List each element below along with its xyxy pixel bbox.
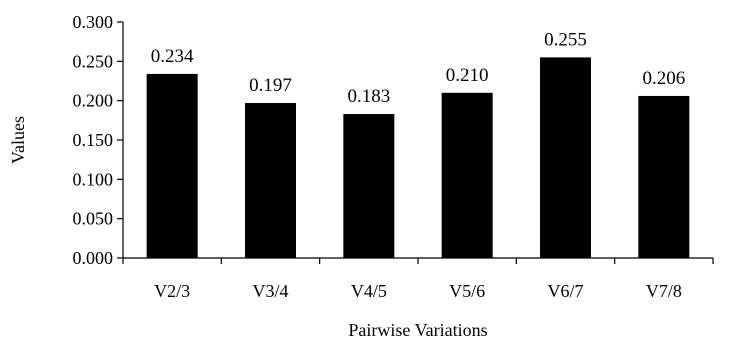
bar bbox=[441, 92, 493, 258]
y-tick-label: 0.250 bbox=[73, 51, 114, 71]
y-tick-label: 0.100 bbox=[73, 169, 114, 189]
bar bbox=[343, 114, 395, 258]
data-labels: 0.234 0.197 0.183 0.210 0.255 0.206 bbox=[151, 29, 685, 107]
x-tick-label: V2/3 bbox=[154, 281, 190, 301]
x-axis: V2/3 V3/4 V4/5 V5/6 V6/7 V7/8 bbox=[122, 257, 714, 301]
bar-value-label: 0.234 bbox=[151, 46, 194, 67]
x-tick-label: V4/5 bbox=[351, 281, 387, 301]
y-tick-label: 0.300 bbox=[73, 12, 114, 32]
bar-value-label: 0.197 bbox=[249, 75, 292, 96]
x-tick-label: V5/6 bbox=[449, 281, 485, 301]
y-tick-label: 0.200 bbox=[73, 91, 114, 111]
bar-value-label: 0.255 bbox=[544, 29, 587, 50]
y-axis-title: Values bbox=[8, 116, 28, 164]
bar bbox=[146, 73, 198, 258]
x-axis-title: Pairwise Variations bbox=[348, 320, 487, 340]
bars bbox=[146, 57, 690, 259]
bar-value-label: 0.183 bbox=[347, 86, 390, 107]
y-tick-label: 0.150 bbox=[73, 130, 114, 150]
y-tick-label: 0.000 bbox=[73, 248, 114, 268]
bar-value-label: 0.206 bbox=[642, 68, 685, 89]
bar bbox=[245, 103, 296, 258]
y-axis: 0.000 0.050 0.100 0.150 0.200 0.250 0.300 bbox=[73, 12, 124, 268]
x-tick-label: V6/7 bbox=[548, 281, 584, 301]
x-tick-label: V3/4 bbox=[253, 281, 289, 301]
y-tick-label: 0.050 bbox=[73, 209, 114, 229]
bar bbox=[540, 57, 591, 259]
bar bbox=[638, 95, 690, 259]
x-tick-label: V7/8 bbox=[646, 281, 682, 301]
bar-value-label: 0.210 bbox=[446, 65, 489, 86]
